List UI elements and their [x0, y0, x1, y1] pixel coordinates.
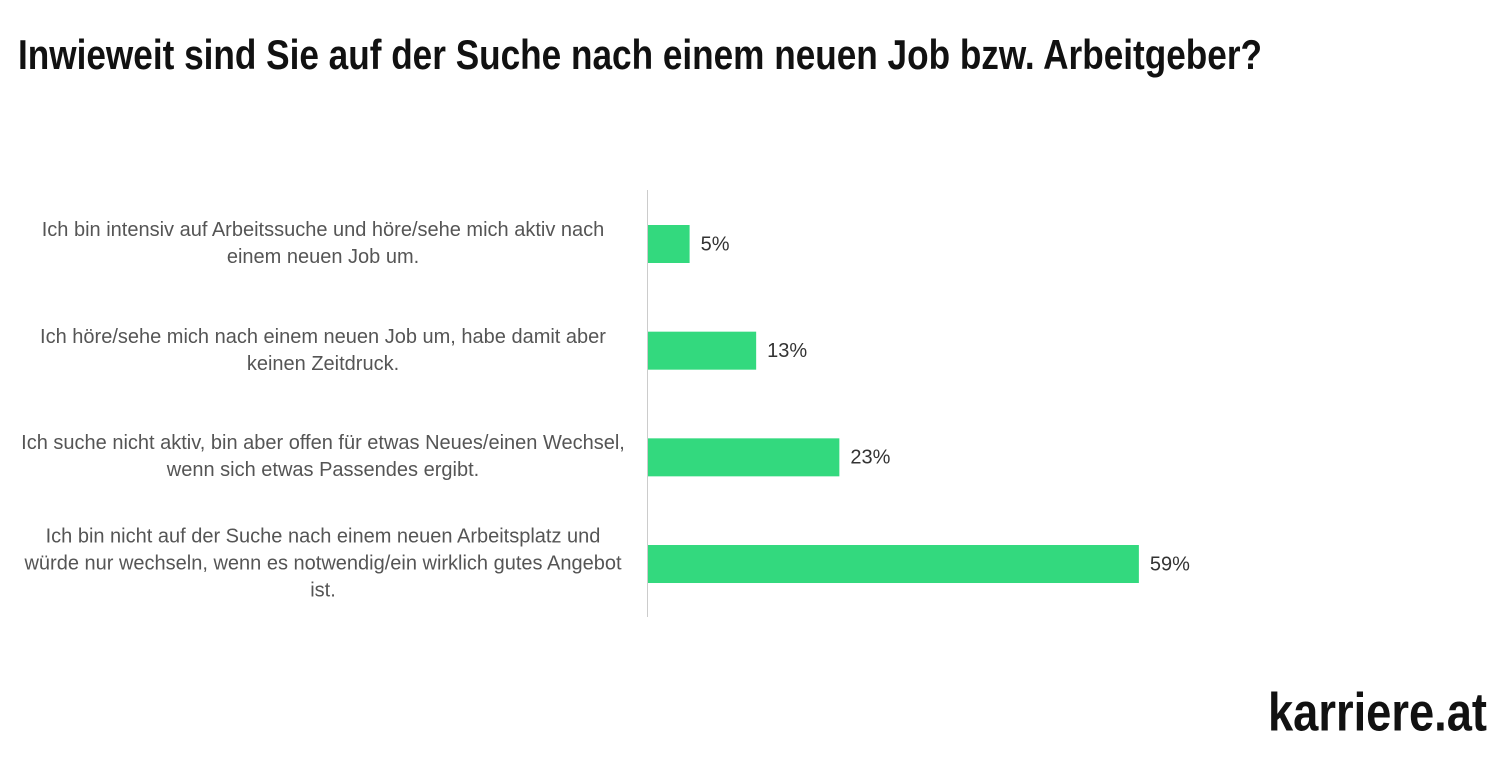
- category-label: Ich bin nicht auf der Suche nach einem n…: [24, 525, 622, 602]
- bar: [648, 545, 1139, 584]
- bar: [648, 225, 690, 263]
- value-label: 13%: [767, 340, 807, 362]
- logo: karriere.at: [1268, 682, 1487, 742]
- bar: [648, 331, 757, 370]
- value-label: 5%: [701, 233, 730, 255]
- category-label: Ich höre/sehe mich nach einem neuen Job …: [40, 325, 606, 375]
- value-label: 23%: [850, 447, 890, 469]
- bar: [648, 438, 840, 477]
- category-label: Ich bin intensiv auf Arbeitssuche und hö…: [41, 219, 605, 268]
- value-label: 59%: [1150, 553, 1190, 575]
- chart-title: Inwieweit sind Sie auf der Suche nach ei…: [18, 31, 1262, 78]
- category-label: Ich suche nicht aktiv, bin aber offen fü…: [21, 432, 625, 482]
